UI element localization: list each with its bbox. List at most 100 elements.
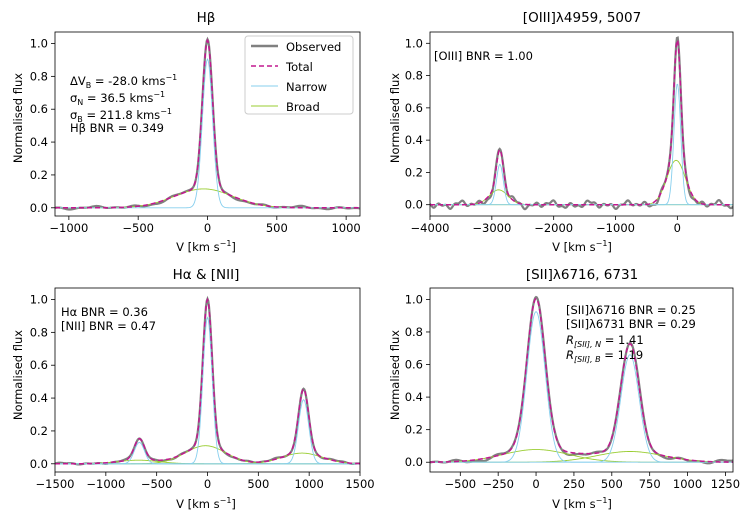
panel-3-xtick-label-5: 500 bbox=[247, 477, 269, 491]
panel-2-plot bbox=[430, 36, 733, 211]
panel-4-ytick-label-1: 0.0 bbox=[405, 455, 423, 469]
panel-1: −1000 −500 0 500 1000 0.0 0.2 0.4 0.6 0.8 1.0 bbox=[30, 31, 361, 235]
panel-4-narrow-line-1 bbox=[430, 311, 733, 463]
oiii-bnr-annotation: [OIII] BNR = 1.00 bbox=[434, 49, 533, 63]
panel-2-ylabel: Normalised flux bbox=[388, 73, 402, 163]
panel-4-xtick-label-2: −250 bbox=[482, 477, 514, 491]
panel-4-xtick-label-6: 750 bbox=[639, 477, 661, 491]
panel-3-xtick-label-3: −500 bbox=[141, 477, 173, 491]
panel-2-ytick-label-1: 0.0 bbox=[405, 198, 423, 212]
panel-1-ytick-label-3: 0.4 bbox=[30, 135, 48, 149]
panel-3-xtick-label-2: −1000 bbox=[86, 477, 125, 491]
hb-delta-v-annotation: ΔVB = -28.0 kms−1 bbox=[70, 73, 177, 90]
panel-2-xtick-label-5: 0 bbox=[674, 221, 681, 235]
panel-2-broad-line-2 bbox=[430, 189, 733, 206]
panel-4-ytick-label-6: 1.0 bbox=[405, 292, 423, 306]
panel-1-broad-line-1 bbox=[55, 188, 360, 209]
panel-4-ytick-label-5: 0.8 bbox=[405, 325, 423, 339]
panel-4-ytick-label-3: 0.4 bbox=[405, 390, 423, 404]
panel-3-xtick-label-4: 0 bbox=[204, 477, 211, 491]
panel-1-xlabel: V [km s−1] bbox=[176, 239, 236, 254]
panel-2-xtick-label-2: −3000 bbox=[472, 221, 511, 235]
legend: Observed Total Narrow Broad bbox=[244, 35, 354, 115]
panel-4-xtick-label-7: 1000 bbox=[673, 477, 702, 491]
panel-1-title: Hβ bbox=[197, 10, 216, 26]
panel-2-ytick-label-5: 0.8 bbox=[405, 69, 423, 83]
panel-4-ytick-label-4: 0.6 bbox=[405, 358, 423, 372]
panel-2-ytick-label-4: 0.6 bbox=[405, 101, 423, 115]
panel-3-xlabel: V [km s−1] bbox=[176, 496, 236, 511]
panel-4-xtick-label-8: 1250 bbox=[711, 477, 740, 491]
panel-1-xtick-label-5: 1000 bbox=[331, 221, 360, 235]
panel-4: −500 −250 0 250 500 750 1000 1250 0.0 0.2 0.4 0.6 0.… bbox=[405, 287, 740, 491]
panel-3-plot bbox=[55, 295, 360, 466]
panel-2-frame bbox=[429, 31, 734, 217]
panel-4-xtick-label-3: 0 bbox=[532, 477, 539, 491]
panel-4-xlabel: V [km s−1] bbox=[552, 496, 612, 511]
panel-3-narrow-line-3 bbox=[55, 441, 360, 465]
hb-bnr-annotation: Hβ BNR = 0.349 bbox=[70, 121, 164, 135]
legend-observed-label: Observed bbox=[286, 40, 341, 54]
panel-1-total-line bbox=[55, 38, 360, 209]
panel-4-frame bbox=[429, 287, 734, 473]
panel-3-ytick-label-2: 0.2 bbox=[30, 424, 48, 438]
panel-3-ytick-label-4: 0.6 bbox=[30, 358, 48, 372]
sii6731-bnr-annotation: [SII]λ6731 BNR = 0.29 bbox=[566, 317, 696, 331]
panel-2-total-line bbox=[430, 39, 733, 206]
legend-total-label: Total bbox=[285, 60, 313, 74]
panel-2-title: [OIII]λ4959, 5007 bbox=[523, 10, 641, 26]
panel-1-ytick-label-4: 0.6 bbox=[30, 102, 48, 116]
legend-box bbox=[244, 35, 354, 115]
legend-broad-label: Broad bbox=[286, 100, 320, 114]
panel-4-plot bbox=[430, 295, 733, 465]
r-sii-broad-annotation: R[SII], B = 1.19 bbox=[566, 348, 643, 364]
panel-1-ytick-label-6: 1.0 bbox=[30, 37, 48, 51]
panel-3-narrow-line-2 bbox=[55, 399, 360, 465]
panel-2-ytick-label-2: 0.2 bbox=[405, 165, 423, 179]
ha-bnr-annotation: Hα BNR = 0.36 bbox=[61, 305, 148, 319]
hb-sigma-n-annotation: σN = 36.5 kms−1 bbox=[70, 90, 165, 107]
panel-3-total-line bbox=[55, 297, 360, 465]
panel-3-ylabel: Normalised flux bbox=[11, 330, 25, 420]
panel-1-ylabel: Normalised flux bbox=[11, 73, 25, 163]
sii6716-bnr-annotation: [SII]λ6716 BNR = 0.25 bbox=[566, 303, 696, 317]
nii-bnr-annotation: [NII] BNR = 0.47 bbox=[61, 319, 156, 333]
legend-narrow-label: Narrow bbox=[286, 80, 327, 94]
panel-3-xtick-label-6: 1000 bbox=[295, 477, 324, 491]
panel-4-narrow-line-2 bbox=[430, 354, 733, 463]
panel-3-xtick-label-1: −1500 bbox=[36, 477, 75, 491]
hb-sigma-b-annotation: σB = 211.8 kms−1 bbox=[70, 107, 172, 124]
panel-4-xtick-label-5: 500 bbox=[601, 477, 623, 491]
panel-1-ytick-label-1: 0.0 bbox=[30, 201, 48, 215]
panel-2-xtick-label-3: −2000 bbox=[534, 221, 573, 235]
panel-2-ytick-label-6: 1.0 bbox=[405, 36, 423, 50]
panel-2-xtick-label-1: −4000 bbox=[411, 221, 450, 235]
panel-1-xtick-label-3: 0 bbox=[204, 221, 211, 235]
panel-3: −1500 −1000 −500 0 500 1000 1500 0.0 0.2 0.4 0.6 0.… bbox=[30, 287, 375, 491]
panel-3-narrow-line-1 bbox=[55, 316, 360, 465]
panel-2-xlabel: V [km s−1] bbox=[552, 239, 612, 254]
panel-1-xtick-label-4: 500 bbox=[266, 221, 288, 235]
panel-4-title: [SII]λ6716, 6731 bbox=[526, 267, 638, 283]
panel-2-ytick-label-3: 0.4 bbox=[405, 133, 423, 147]
panel-1-xtick-label-1: −1000 bbox=[49, 221, 88, 235]
panel-1-ytick-label-5: 0.8 bbox=[30, 69, 48, 83]
panel-4-ytick-label-2: 0.2 bbox=[405, 423, 423, 437]
panel-3-title: Hα & [NII] bbox=[173, 267, 240, 283]
panel-1-plot bbox=[55, 36, 360, 211]
panel-4-xtick-label-4: 250 bbox=[563, 477, 585, 491]
panel-2-xtick-label-4: −1000 bbox=[596, 221, 635, 235]
panel-3-broad-line-3 bbox=[55, 459, 360, 465]
panel-4-xtick-label-1: −500 bbox=[445, 477, 477, 491]
panel-1-ytick-label-2: 0.2 bbox=[30, 168, 48, 182]
panel-3-ytick-label-6: 1.0 bbox=[30, 293, 48, 307]
panel-2: −4000 −3000 −2000 −1000 0 0.0 0.2 0.4 0.6 0.8 1.0 bbox=[405, 31, 734, 235]
panel-3-xtick-label-7: 1500 bbox=[345, 477, 374, 491]
panel-1-xtick-label-2: −500 bbox=[122, 221, 154, 235]
panel-3-ytick-label-3: 0.4 bbox=[30, 391, 48, 405]
panel-3-ytick-label-5: 0.8 bbox=[30, 325, 48, 339]
panel-3-ytick-label-1: 0.0 bbox=[30, 457, 48, 471]
panel-4-total-line bbox=[430, 297, 733, 463]
panel-4-ylabel: Normalised flux bbox=[388, 330, 402, 420]
